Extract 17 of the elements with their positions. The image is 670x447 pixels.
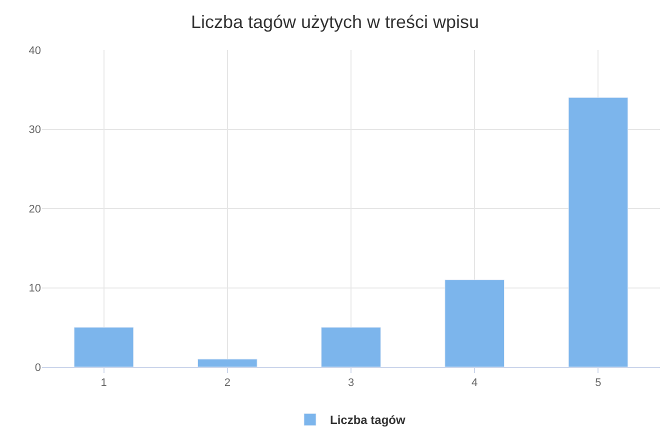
x-tick-label: 4 <box>472 377 478 390</box>
chart-title: Liczba tagów użytych w treści wpisu <box>190 12 480 32</box>
x-tick-label: 1 <box>100 377 107 390</box>
y-tick-label: 40 <box>28 44 41 57</box>
bar <box>444 280 505 367</box>
bar <box>74 327 134 367</box>
y-tick-label: 20 <box>28 203 41 216</box>
y-tick-label: 0 <box>34 362 41 374</box>
legend-label: Liczba tagów <box>330 413 406 428</box>
x-tick-label: 2 <box>224 377 230 390</box>
bar <box>321 327 381 367</box>
x-tick-label: 3 <box>348 377 354 390</box>
x-tick-label: 5 <box>595 377 602 390</box>
bar <box>568 97 628 367</box>
y-tick-label: 30 <box>28 124 41 136</box>
bar <box>197 358 258 367</box>
y-tick-label: 10 <box>28 282 41 295</box>
